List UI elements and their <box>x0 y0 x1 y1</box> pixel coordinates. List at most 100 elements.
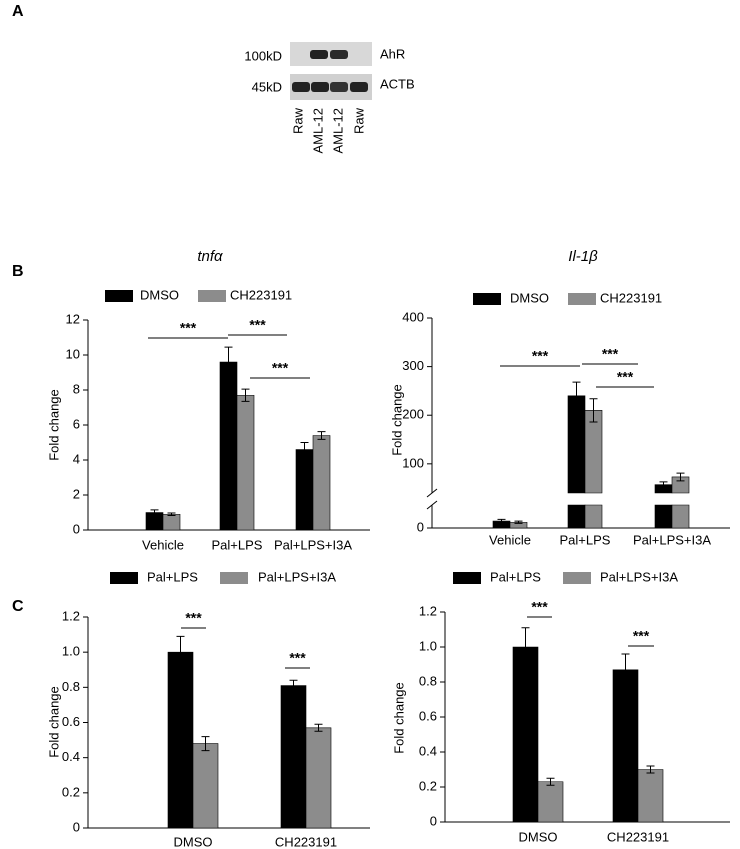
bar <box>280 685 307 829</box>
bar <box>192 743 219 829</box>
y-axis-label: Fold change <box>389 384 404 456</box>
bar <box>509 521 528 529</box>
panel-label: C <box>12 598 24 615</box>
error-bar <box>646 765 655 774</box>
error-bar <box>300 442 309 457</box>
bar <box>162 513 181 531</box>
significance-label: *** <box>532 348 549 364</box>
chart-title: Il-1β <box>568 248 598 265</box>
error-bar <box>659 481 668 489</box>
bar <box>637 769 664 823</box>
error-bar <box>497 518 506 524</box>
band <box>292 82 310 92</box>
lane-label: Raw <box>290 107 305 134</box>
band <box>330 82 348 92</box>
blot-protein: ACTB <box>380 76 415 91</box>
y-tick-label: 2 <box>73 486 80 501</box>
x-tick-label: CH223191 <box>275 834 337 849</box>
y-tick-label: 400 <box>402 309 424 324</box>
error-bar <box>546 777 555 786</box>
legend-label: DMSO <box>140 287 179 302</box>
y-axis-label: Fold change <box>391 682 406 754</box>
bar <box>236 394 255 531</box>
error-bar <box>676 472 685 482</box>
y-tick-label: 0.2 <box>419 778 437 793</box>
error-bar <box>317 431 326 440</box>
y-tick-label: 0.4 <box>62 749 80 764</box>
x-tick-label: Pal+LPS <box>560 532 611 547</box>
significance-label: *** <box>289 650 306 666</box>
error-bar <box>572 381 581 410</box>
significance-label: *** <box>185 610 202 626</box>
legend-swatch <box>568 293 596 305</box>
error-bar <box>241 388 250 402</box>
band <box>310 50 328 59</box>
bar <box>312 435 331 531</box>
legend-swatch <box>473 293 501 305</box>
bar <box>219 361 238 531</box>
error-bar <box>514 520 523 524</box>
legend-label: CH223191 <box>600 290 662 305</box>
x-tick-label: CH223191 <box>607 829 669 844</box>
y-tick-label: 0.8 <box>419 673 437 688</box>
significance-label: *** <box>602 346 619 362</box>
error-bar <box>589 398 598 423</box>
y-tick-label: 0 <box>73 521 80 536</box>
y-tick-label: 1.2 <box>62 608 80 623</box>
x-tick-label: DMSO <box>519 829 558 844</box>
bar <box>537 781 564 823</box>
significance-label: *** <box>617 369 634 385</box>
bar <box>512 646 539 823</box>
legend-label: Pal+LPS <box>147 569 198 584</box>
panel-label: B <box>12 263 24 280</box>
legend-swatch <box>563 572 591 584</box>
error-bar <box>224 346 233 378</box>
y-tick-label: 0.6 <box>419 708 437 723</box>
x-tick-label: Pal+LPS+I3A <box>633 532 711 547</box>
bar <box>167 651 194 829</box>
western-blot: 100kD 45kD AhR ACTB Raw AML-12 AML-12 Ra… <box>244 42 415 154</box>
y-tick-label: 0.4 <box>419 743 437 758</box>
legend-label: Pal+LPS+I3A <box>600 569 678 584</box>
lane-label: AML-12 <box>310 108 325 154</box>
legend-label: CH223191 <box>230 287 292 302</box>
band <box>350 82 368 92</box>
significance-label: *** <box>180 320 197 336</box>
legend-swatch <box>110 572 138 584</box>
error-bar <box>150 509 159 516</box>
legend-swatch <box>105 290 133 302</box>
y-tick-label: 0 <box>430 813 437 828</box>
significance-label: *** <box>272 360 289 376</box>
y-tick-label: 0.8 <box>62 679 80 694</box>
bar <box>567 395 586 529</box>
axis-break <box>426 488 438 498</box>
band <box>311 82 329 92</box>
error-bar <box>289 679 298 692</box>
y-tick-label: 1.0 <box>419 638 437 653</box>
blot-size: 45kD <box>252 79 282 94</box>
bar <box>295 449 314 531</box>
y-tick-label: 0.6 <box>62 714 80 729</box>
error-bar <box>521 627 530 667</box>
y-tick-label: 8 <box>73 381 80 396</box>
legend-swatch <box>453 572 481 584</box>
legend-swatch <box>198 290 226 302</box>
blot-size: 100kD <box>244 48 282 63</box>
error-bar <box>314 723 323 732</box>
x-tick-label: Vehicle <box>142 537 184 552</box>
x-tick-label: Vehicle <box>489 532 531 547</box>
y-tick-label: 200 <box>402 407 424 422</box>
legend-label: DMSO <box>510 290 549 305</box>
axis-break <box>426 500 438 510</box>
legend-label: Pal+LPS+I3A <box>258 569 336 584</box>
bar <box>584 410 603 529</box>
y-tick-label: 300 <box>402 358 424 373</box>
legend-swatch <box>220 572 248 584</box>
band <box>330 50 348 59</box>
x-tick-label: Pal+LPS+I3A <box>274 537 352 552</box>
bar <box>671 476 690 529</box>
y-tick-label: 4 <box>73 451 80 466</box>
lane-label: Raw <box>351 107 366 134</box>
y-tick-label: 12 <box>66 311 80 326</box>
error-bar <box>201 736 210 752</box>
